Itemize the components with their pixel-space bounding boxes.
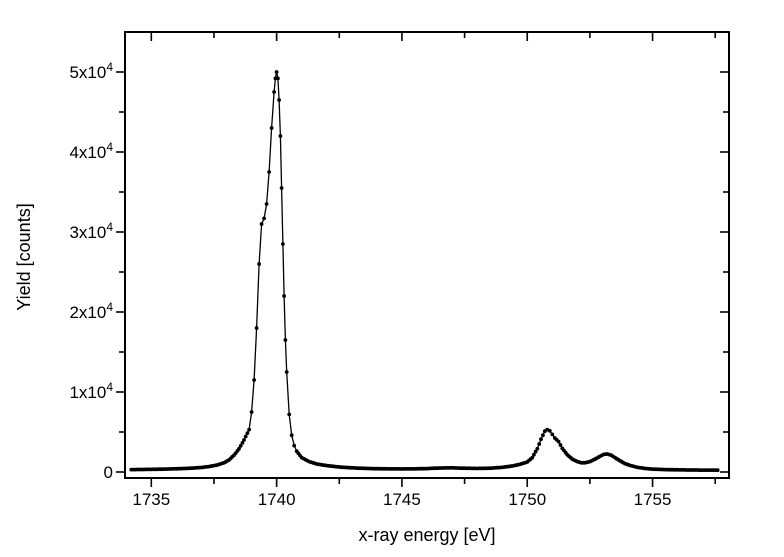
data-points <box>129 70 720 473</box>
x-tick-label: 1750 <box>508 490 546 509</box>
axis-ticks <box>116 33 728 487</box>
y-tick-label: 5x104 <box>69 60 113 82</box>
y-tick-label: 2x104 <box>69 300 113 322</box>
x-tick-label: 1745 <box>383 490 421 509</box>
x-tick-label: 1735 <box>132 490 170 509</box>
data-series <box>131 71 718 471</box>
y-tick-label: 4x104 <box>69 140 113 162</box>
x-tick-label: 1755 <box>634 490 672 509</box>
x-axis-label: x-ray energy [eV] <box>358 525 495 545</box>
data-line <box>131 71 718 471</box>
y-axis-label: Yield [counts] <box>14 203 34 310</box>
y-tick-label: 0 <box>104 463 113 482</box>
plot-frame <box>124 31 730 479</box>
tick-labels: 1735 1740 1745 1750 1755 0 1x104 2x104 3x104 4x10… <box>69 60 671 509</box>
x-tick-label: 1740 <box>258 490 296 509</box>
y-tick-label: 3x104 <box>69 220 113 242</box>
y-tick-label: 1x104 <box>69 380 113 402</box>
